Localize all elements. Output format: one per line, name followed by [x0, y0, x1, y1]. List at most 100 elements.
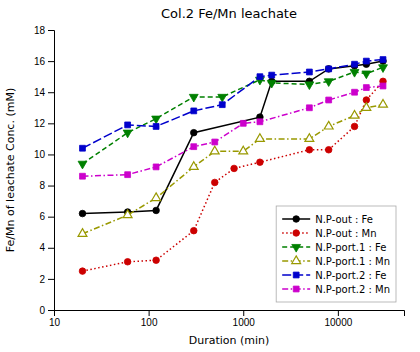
x-tick-mark — [243, 310, 244, 316]
series-line — [82, 86, 383, 176]
data-point — [153, 164, 159, 170]
y-tick-label: 14 — [34, 87, 46, 98]
data-point — [212, 139, 218, 145]
data-point — [231, 165, 238, 172]
y-tick: 12 — [34, 118, 54, 129]
data-point — [380, 57, 386, 63]
data-point — [324, 121, 333, 129]
data-point — [255, 134, 264, 142]
data-point — [125, 122, 131, 128]
data-point — [352, 89, 358, 95]
series-line — [82, 105, 383, 234]
y-axis-title: Fe/Mn of leachate Conc. (mM) — [4, 88, 17, 252]
y-tick: 18 — [34, 25, 54, 36]
legend: N.P-out : Fe N.P-out : Mn N.P-port.1 : Fe N… — [276, 206, 396, 302]
series-layer — [78, 57, 387, 275]
series-line — [82, 61, 383, 213]
x-tick: 10 — [49, 310, 61, 328]
series — [80, 83, 386, 179]
x-tick: 10000 — [324, 310, 352, 328]
data-point — [362, 71, 371, 79]
legend-item: N.P-out : Mn — [282, 228, 376, 239]
y-tick-label: 2 — [39, 274, 45, 285]
y-tick-label: 18 — [34, 25, 46, 36]
y-tick-mark — [48, 61, 54, 62]
data-point — [257, 159, 264, 166]
x-axis: 10100100010000 — [49, 310, 405, 328]
data-point — [152, 193, 161, 201]
y-tick-mark — [48, 310, 54, 311]
data-point — [363, 85, 369, 91]
legend-item: N.P-port.1 : Fe — [282, 242, 386, 253]
data-point — [191, 108, 197, 114]
y-tick: 2 — [39, 274, 54, 285]
data-point — [190, 227, 197, 234]
data-point — [306, 69, 312, 75]
plot-area: 10100100010000024681012141618N.P-out : F… — [34, 25, 405, 328]
y-tick-mark — [48, 217, 54, 218]
data-point — [124, 258, 131, 265]
data-point — [125, 172, 131, 178]
series — [78, 100, 387, 237]
legend-label: N.P-out : Fe — [315, 214, 373, 225]
data-point — [80, 173, 86, 179]
y-tick-label: 0 — [39, 305, 45, 316]
y-tick: 16 — [34, 56, 54, 67]
y-tick: 0 — [39, 305, 54, 316]
data-point — [219, 102, 225, 108]
data-point — [123, 130, 132, 138]
y-tick-label: 8 — [39, 180, 45, 191]
data-point — [189, 94, 198, 102]
x-tick: 1000 — [233, 310, 256, 328]
y-tick-label: 10 — [34, 149, 46, 160]
data-point — [325, 146, 332, 153]
data-point — [267, 80, 276, 88]
data-point — [79, 210, 86, 217]
y-tick-mark — [48, 154, 54, 155]
y-tick-mark — [48, 248, 54, 249]
series — [80, 57, 386, 151]
data-point — [379, 100, 388, 108]
data-point — [78, 229, 87, 237]
legend-label: N.P-port.2 : Fe — [315, 270, 386, 281]
series — [79, 78, 386, 274]
data-point — [239, 146, 248, 154]
y-tick: 8 — [39, 180, 54, 191]
y-tick: 10 — [34, 149, 54, 160]
data-point — [153, 124, 159, 130]
x-axis-title: Duration (min) — [189, 334, 270, 347]
data-point — [362, 103, 371, 111]
series — [79, 58, 386, 217]
data-point — [363, 58, 369, 64]
data-point — [305, 82, 314, 90]
y-axis: 024681012141618 — [34, 25, 55, 316]
data-point — [153, 257, 160, 264]
y-tick-label: 6 — [39, 211, 45, 222]
legend-label: N.P-port.1 : Mn — [315, 256, 390, 267]
data-point — [326, 66, 332, 72]
data-point — [153, 207, 160, 214]
legend-item: N.P-port.2 : Fe — [282, 270, 386, 281]
data-point — [350, 110, 359, 118]
series-line — [82, 60, 383, 149]
legend-marker — [293, 286, 299, 292]
x-axis-line — [55, 311, 405, 317]
data-point — [78, 161, 87, 169]
data-point — [326, 97, 332, 103]
data-point — [352, 61, 358, 67]
y-tick-label: 12 — [34, 118, 46, 129]
x-tick-label: 10 — [49, 317, 61, 328]
y-tick-mark — [48, 123, 54, 124]
data-point — [240, 120, 246, 126]
y-tick: 6 — [39, 211, 54, 222]
y-axis-line — [48, 31, 55, 311]
y-tick-mark — [48, 279, 54, 280]
series — [78, 65, 387, 169]
y-tick-label: 16 — [34, 56, 46, 67]
data-point — [380, 83, 386, 89]
legend-marker — [293, 216, 300, 223]
legend-marker — [292, 256, 301, 264]
data-point — [351, 123, 358, 130]
data-point — [191, 144, 197, 150]
x-tick-mark — [149, 310, 150, 316]
